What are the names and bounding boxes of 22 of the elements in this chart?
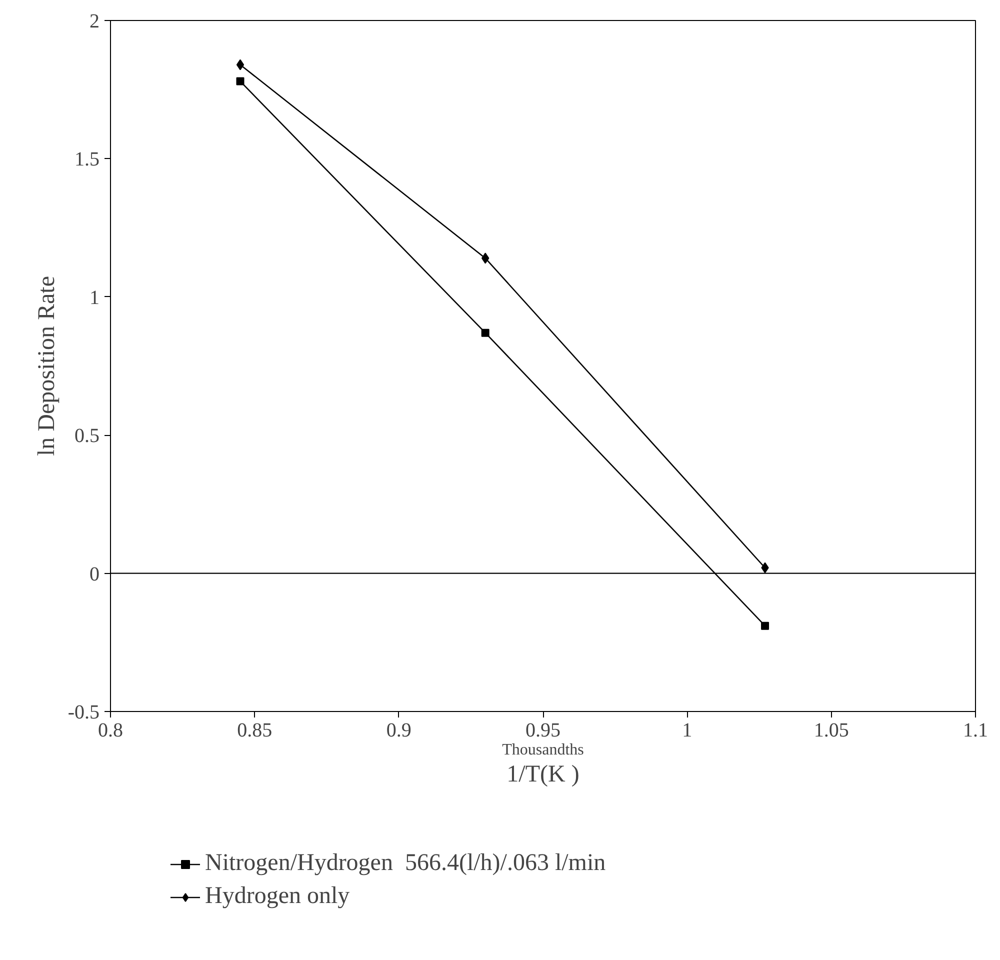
y-axis-title: ln Deposition Rate [34,276,60,456]
y-tick-label: 1.5 [74,148,100,171]
x-tick-label: 0.85 [237,720,272,742]
x-tick-label: 1.1 [963,720,988,742]
x-tick-label: 0.95 [526,720,560,742]
y-tick-label: 0 [90,563,100,586]
y-tick-label: -0.5 [68,702,100,724]
y-tick-label: 1 [90,286,100,309]
legend-label: Nitrogen/Hydrogen 566.4(l/h)/.063 l/min [205,850,606,877]
legend-label: Hydrogen only [205,883,350,910]
x-tick-label: 0.8 [98,720,123,742]
y-tick-label: 0.5 [74,425,100,448]
y-tick-label: 2 [90,10,100,32]
point [761,622,770,630]
point [481,328,490,337]
x-axis-title: 1/T(K ) [506,762,580,788]
x-tick-label: 1.05 [814,720,849,742]
point [236,77,244,86]
point [236,59,244,70]
text: Thousandths [502,742,584,758]
x-tick-label: 0.9 [386,720,412,742]
x-tick-label: 1 [682,720,692,742]
